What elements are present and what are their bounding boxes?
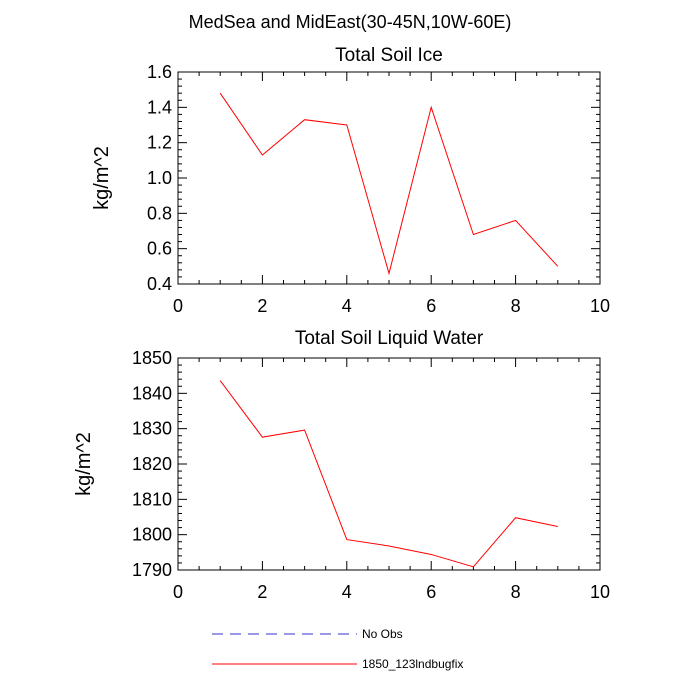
legend-item: 1850_123lndbugfix [212, 657, 463, 671]
panel-title: Total Soil Liquid Water [295, 328, 484, 349]
y-tick-label: 1.4 [147, 97, 172, 117]
chart-panels: Total Soil Ice kg/m^2 0 2 4 6 8 10 0.4 0.6 0.8 1.0 1… [73, 45, 610, 602]
x-tick-label: 0 [173, 296, 183, 316]
x-tick-label: 2 [257, 582, 267, 602]
x-tick-label: 8 [511, 582, 521, 602]
legend-label: No Obs [362, 627, 403, 641]
panel-title: Total Soil Ice [335, 45, 443, 66]
legend-item: No Obs [212, 627, 403, 641]
plot-frame [177, 71, 601, 285]
series-line [219, 92, 559, 276]
y-tick-label: 1850 [132, 348, 172, 368]
y-tick-label: 1.6 [147, 62, 172, 82]
x-tick-label: 0 [173, 582, 183, 602]
x-tick-label: 10 [590, 296, 610, 316]
chart-panel-2: Total Soil Liquid Water kg/m^2 0 2 4 6 8 10 1790… [73, 328, 610, 602]
x-tick-label: 6 [426, 582, 436, 602]
y-tick-label: 1840 [132, 383, 172, 403]
y-tick-label: 0.8 [147, 203, 172, 223]
y-tick-label: 1820 [132, 454, 172, 474]
y-tick-label: 1830 [132, 419, 172, 439]
x-tick-label: 4 [342, 296, 352, 316]
plot-frame [177, 357, 601, 571]
x-tick-label: 2 [257, 296, 267, 316]
figure-title: MedSea and MidEast(30-45N,10W-60E) [189, 12, 512, 32]
series-line [219, 380, 558, 568]
y-axis-label: kg/m^2 [73, 432, 95, 496]
chart-panel-1: Total Soil Ice kg/m^2 0 2 4 6 8 10 0.4 0.6 0.8 1.0 1… [91, 45, 610, 316]
x-tick-label: 6 [426, 296, 436, 316]
y-tick-label: 1810 [132, 489, 172, 509]
x-tick-label: 8 [511, 296, 521, 316]
y-tick-label: 1.0 [147, 168, 172, 188]
x-tick-label: 4 [342, 582, 352, 602]
legend: No Obs 1850_123lndbugfix [212, 627, 463, 671]
y-tick-label: 1800 [132, 525, 172, 545]
y-axis-label: kg/m^2 [91, 146, 113, 210]
y-tick-label: 1.2 [147, 133, 172, 153]
x-tick-label: 10 [590, 582, 610, 602]
y-tick-label: 0.4 [147, 274, 172, 294]
y-tick-label: 1790 [132, 560, 172, 580]
legend-label: 1850_123lndbugfix [362, 657, 463, 671]
y-tick-label: 0.6 [147, 239, 172, 259]
